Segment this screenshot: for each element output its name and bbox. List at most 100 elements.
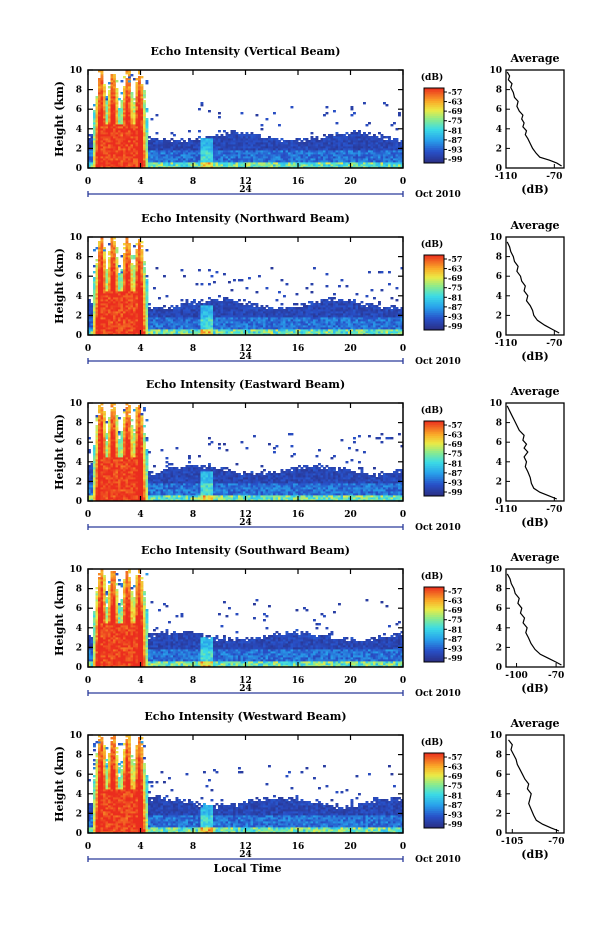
average-x-label: (dB) [521, 848, 548, 861]
average-title: Average [509, 52, 559, 65]
date-label: Oct 2010 [415, 855, 461, 865]
y-tick-label: 4 [76, 624, 82, 634]
colorbar: (dB)-57-63-69-75-81-87-93-99 [421, 571, 463, 663]
y-tick-label: 10 [69, 565, 82, 575]
average-title: Average [509, 717, 559, 730]
date-label: Oct 2010 [415, 689, 461, 699]
y-tick-label: 0 [76, 164, 82, 174]
colorbar-tick-label: -63 [448, 97, 463, 107]
average-x-tick-label: -110 [495, 505, 518, 515]
x-tick-label: 0 [85, 510, 91, 520]
date-label: Oct 2010 [415, 523, 461, 533]
colorbar-tick-label: -63 [448, 264, 463, 274]
x-tick-label: 16 [292, 344, 305, 354]
average-title: Average [509, 551, 559, 564]
colorbar-tick-label: -57 [448, 420, 462, 430]
colorbar: (dB)-57-63-69-75-81-87-93-99 [421, 239, 463, 331]
colorbar-tick-label: -81 [448, 125, 462, 135]
x-tick-label: 0 [85, 177, 91, 187]
colorbar-tick-label: -57 [448, 87, 462, 97]
average-y-tick-label: 2 [496, 477, 502, 487]
average-x-tick-label: -70 [546, 505, 562, 515]
heatmap-field [88, 237, 403, 335]
y-tick-label: 6 [76, 770, 82, 780]
colorbar-tick-label: -81 [448, 292, 462, 302]
x-tick-label: 20 [344, 842, 357, 852]
average-x-tick-label: -70 [548, 671, 564, 681]
colorbar-tick-label: -81 [448, 624, 462, 634]
x-tick-label: 8 [190, 177, 196, 187]
average-y-tick-label: 8 [496, 751, 502, 761]
average-y-tick-label: 4 [496, 458, 502, 468]
date-label: Oct 2010 [415, 190, 461, 200]
x-tick-label: 16 [292, 510, 305, 520]
colorbar-tick-label: -69 [448, 771, 463, 781]
colorbar-tick-label: -57 [448, 752, 462, 762]
x-tick-label: 20 [344, 510, 357, 520]
colorbar-tick-label: -75 [448, 449, 462, 459]
x-tick-label: 4 [137, 842, 143, 852]
x-tick-label: 8 [190, 344, 196, 354]
x-tick-label: 0 [400, 842, 406, 852]
average-y-tick-label: 10 [489, 565, 502, 575]
y-axis-label: Height (km) [53, 580, 66, 656]
average-y-tick-label: 4 [496, 790, 502, 800]
colorbar-unit: (dB) [421, 239, 443, 250]
average-frame [506, 70, 564, 168]
panel-2: Echo Intensity (Northward Beam)0246810He… [53, 212, 564, 367]
average-y-tick-label: 8 [496, 86, 502, 96]
colorbar-tick-label: -63 [448, 596, 463, 606]
colorbar-tick-label: -93 [448, 643, 463, 653]
colorbar-tick-label: -75 [448, 781, 462, 791]
panel-1: Echo Intensity (Vertical Beam)0246810Hei… [53, 45, 564, 200]
panel-3: Echo Intensity (Eastward Beam)0246810Hei… [53, 378, 564, 533]
colorbar-tick-label: -87 [448, 634, 462, 644]
average-x-tick-label: -110 [495, 339, 518, 349]
colorbar-unit: (dB) [421, 405, 443, 416]
average-x-label: (dB) [521, 516, 548, 529]
colorbar-tick-label: -69 [448, 439, 463, 449]
average-y-tick-label: 4 [496, 624, 502, 634]
colorbar-tick-label: -87 [448, 135, 462, 145]
colorbar-tick-label: -99 [448, 653, 463, 663]
average-y-tick-label: 2 [496, 311, 502, 321]
average-frame [506, 403, 564, 501]
x-tick-label: 16 [292, 842, 305, 852]
colorbar-tick-label: -57 [448, 254, 462, 264]
colorbar: (dB)-57-63-69-75-81-87-93-99 [421, 405, 463, 497]
y-tick-label: 6 [76, 105, 82, 115]
heatmap-field [88, 403, 403, 501]
x-tick-label: 4 [137, 344, 143, 354]
y-tick-label: 0 [76, 663, 82, 673]
y-tick-label: 0 [76, 497, 82, 507]
y-tick-label: 6 [76, 272, 82, 282]
y-tick-label: 4 [76, 458, 82, 468]
date-marker: 24 [239, 352, 252, 362]
average-x-tick-label: -110 [495, 172, 518, 182]
y-tick-label: 0 [76, 829, 82, 839]
y-tick-label: 8 [76, 585, 82, 595]
average-y-tick-label: 2 [496, 809, 502, 819]
colorbar-tick-label: -93 [448, 144, 463, 154]
average-x-label: (dB) [521, 183, 548, 196]
x-tick-label: 4 [137, 676, 143, 686]
x-tick-label: 16 [292, 676, 305, 686]
colorbar-tick-label: -99 [448, 321, 463, 331]
colorbar-tick-label: -99 [448, 819, 463, 829]
y-tick-label: 8 [76, 419, 82, 429]
x-tick-label: 8 [190, 676, 196, 686]
colorbar-tick-label: -87 [448, 302, 462, 312]
average-frame [506, 569, 564, 667]
date-marker: 24 [239, 684, 252, 694]
y-tick-label: 2 [76, 643, 82, 653]
x-tick-label: 0 [400, 510, 406, 520]
average-x-label: (dB) [521, 350, 548, 363]
x-tick-label: 0 [400, 177, 406, 187]
y-tick-label: 8 [76, 751, 82, 761]
x-tick-label: 20 [344, 344, 357, 354]
y-tick-label: 8 [76, 253, 82, 263]
